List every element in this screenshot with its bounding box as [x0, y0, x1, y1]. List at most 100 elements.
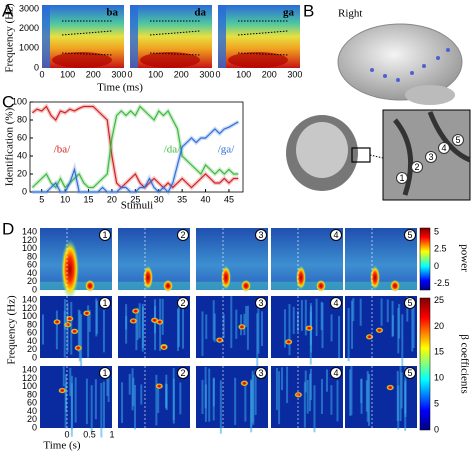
streak: [300, 299, 303, 331]
streak: [281, 367, 284, 391]
y-tick-label: 40: [17, 150, 27, 160]
x-tick-label: 40: [201, 194, 211, 204]
beta-blob: [155, 383, 164, 390]
colorbar-tick-label: 2.5: [434, 244, 447, 254]
y-tick-label: 120: [22, 303, 37, 313]
streak: [278, 371, 281, 425]
power-blob: [163, 279, 173, 292]
electrode-badge: [99, 229, 111, 241]
electrode-badge: [404, 297, 416, 309]
electrode-badge: [255, 229, 267, 241]
beta-blob: [215, 337, 224, 344]
formant-track: [61, 30, 113, 36]
panel-label: A: [2, 1, 14, 20]
streak: [154, 306, 157, 351]
y-tick-label: 140: [22, 295, 37, 305]
series-line: [31, 105, 239, 189]
electrode-label: 5: [407, 298, 412, 308]
x-axis-label: Time (ms): [97, 82, 143, 94]
streak: [55, 310, 58, 350]
streak: [42, 314, 45, 345]
x-tick-label: 1: [109, 429, 114, 439]
heatmap: 4: [271, 366, 343, 433]
streak: [182, 303, 185, 349]
beta-blob: [70, 328, 79, 335]
plot-frame: [29, 101, 244, 193]
y-axis-label: Frequency (Hz): [6, 295, 18, 365]
x-tick-label: 35: [177, 194, 187, 204]
streak: [165, 383, 168, 411]
streak: [172, 378, 175, 424]
streak: [338, 315, 341, 359]
colorbar: [419, 297, 431, 431]
y-axis-label: Frequency (Hz): [4, 3, 16, 73]
beta-blob: [82, 310, 91, 317]
y-tick-label: 60: [27, 260, 37, 270]
y-tick-label: 40: [27, 268, 37, 278]
heatmap-bg: [345, 228, 417, 290]
streak: [140, 384, 143, 405]
beta-blob: [159, 344, 168, 351]
electrode-label: 2: [180, 298, 185, 308]
y-tick-label: 1000: [19, 43, 39, 53]
streak: [177, 298, 180, 347]
streak: [283, 309, 286, 348]
beta-blob: [365, 333, 374, 340]
beta-blob: [53, 318, 62, 325]
streak: [161, 298, 164, 335]
electrode-label: 1: [102, 368, 107, 378]
streak: [386, 299, 389, 323]
heatmap: 3: [196, 228, 268, 292]
y-tick-label: 60: [17, 132, 27, 142]
power-blob: [296, 265, 306, 290]
beta-blob: [129, 317, 138, 324]
streak: [313, 385, 316, 433]
electrode-label: 4: [333, 368, 338, 378]
streak: [286, 366, 289, 404]
colorbar-label: β coefficients: [458, 334, 470, 393]
streak: [391, 300, 394, 337]
electrode-badge: [330, 229, 342, 241]
heatmap: 1: [40, 228, 112, 300]
y-tick-label: 0: [34, 62, 39, 72]
x-tick-label: 200: [86, 69, 101, 79]
y-tick-label: 40: [27, 406, 37, 416]
heatmap-bg: [196, 228, 268, 290]
electrode-label: 1: [399, 173, 404, 183]
x-tick-label: 200: [174, 69, 189, 79]
y-tick-label: 100: [12, 96, 27, 106]
electrode-badge: [177, 229, 189, 241]
heatmap: 5: [345, 296, 417, 367]
y-tick-label: 60: [27, 398, 37, 408]
beta-blob: [240, 380, 249, 387]
electrode-badge: [330, 297, 342, 309]
cerebellum: [405, 85, 455, 105]
heatmap-bg: [118, 228, 190, 290]
x-axis-label: Stimuli: [121, 200, 153, 212]
electrode-badge: [330, 367, 342, 379]
beta-blob: [305, 325, 314, 332]
streak: [252, 374, 255, 425]
band: [196, 281, 268, 290]
y-tick-label: 20: [17, 168, 27, 178]
band: [118, 281, 190, 290]
beta-blob: [58, 387, 67, 394]
streak: [308, 373, 311, 412]
streak: [257, 299, 260, 354]
y-tick-label: 20: [27, 414, 37, 424]
streak: [304, 299, 307, 336]
formant-track: [149, 52, 201, 56]
colorbar: [419, 227, 431, 291]
formant-track: [149, 30, 201, 36]
electrode-label: 4: [333, 230, 338, 240]
power-blob: [85, 279, 95, 292]
streak: [136, 307, 139, 341]
energy: [140, 52, 200, 68]
y-tick-label: 100: [22, 381, 37, 391]
streak: [62, 366, 65, 387]
x-tick-label: 0: [39, 69, 44, 79]
streak: [125, 315, 128, 344]
formant-track: [237, 30, 289, 36]
electrode-label: 3: [258, 298, 263, 308]
y-tick-label: 40: [27, 336, 37, 346]
